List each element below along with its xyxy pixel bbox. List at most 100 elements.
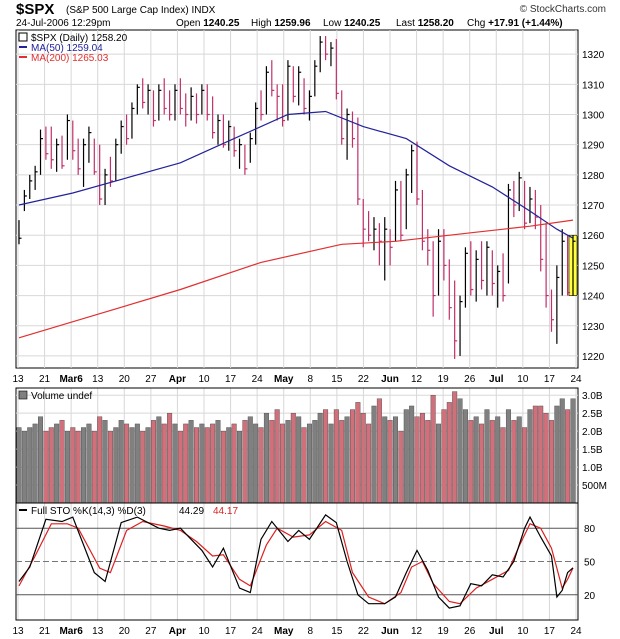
price-tick-label: 1280: [582, 171, 605, 182]
last-quote: Last 1258.20: [396, 18, 454, 29]
volume-bar: [462, 409, 468, 504]
volume-bar: [484, 409, 490, 504]
volume-bar: [70, 427, 76, 504]
volume-bar: [479, 423, 485, 504]
ohlc-bar: [389, 229, 393, 266]
ohlc-bar: [572, 235, 576, 296]
ohlc-bar: [276, 84, 280, 121]
volume-bar: [226, 427, 232, 504]
ohlc-bar: [507, 183, 511, 284]
ohlc-bar: [362, 199, 366, 248]
volume-tick-label: 3.0B: [582, 391, 603, 402]
volume-bar: [188, 420, 194, 504]
x-tick-label-bottom: Jul: [489, 626, 504, 637]
volume-bar: [43, 430, 49, 504]
ohlc-bar: [77, 138, 81, 175]
x-tick-label-bottom: 24: [252, 626, 264, 637]
ohlc-bar: [45, 126, 49, 160]
sto-legend-text: Full STO %K(14,3) %D(3): [31, 506, 146, 517]
x-tick-label: 12: [411, 374, 423, 385]
x-tick-label-bottom: 19: [438, 626, 450, 637]
volume-bar: [393, 416, 398, 504]
x-tick-label-bottom: Jun: [381, 626, 399, 637]
ohlc-bar: [50, 126, 54, 169]
ohlc-bar: [115, 138, 119, 181]
volume-bar: [301, 427, 307, 504]
x-tick-label: 13: [12, 374, 24, 385]
x-tick-label: May: [274, 374, 294, 385]
ohlc-bar: [550, 289, 554, 332]
low-value: 1240.25: [344, 18, 381, 29]
volume-bar: [532, 405, 538, 504]
volume-bar: [107, 430, 113, 504]
sto-tick-label: 20: [584, 591, 596, 602]
volume-bar: [538, 405, 544, 504]
volume-bar: [344, 416, 350, 504]
last-value: 1258.20: [417, 18, 454, 29]
ohlc-bar: [179, 78, 183, 115]
x-tick-label: Apr: [169, 374, 186, 385]
ohlc-bar: [330, 42, 334, 67]
ohlc-bar: [82, 138, 87, 187]
ohlc-bar: [529, 186, 533, 224]
sto-d-value: 44.17: [213, 506, 238, 517]
ohlc-bar: [314, 60, 318, 97]
x-tick-label-bottom: 13: [12, 626, 24, 637]
volume-bar: [16, 427, 22, 504]
volume-bar: [91, 430, 97, 504]
price-legend-text: $SPX (Daily) 1258.20: [31, 33, 128, 44]
ohlc-bar: [523, 180, 528, 230]
ohlc-bar: [255, 102, 259, 145]
x-tick-label-bottom: 10: [517, 626, 529, 637]
volume-bar: [199, 423, 205, 504]
ohlc-bar: [303, 78, 307, 115]
volume-bar: [328, 423, 334, 504]
ohlc-bar: [104, 168, 108, 206]
ohlc-bar: [400, 180, 404, 242]
volume-bar: [32, 423, 38, 504]
ohlc-bar: [384, 217, 388, 281]
sto-d-line: [18, 520, 574, 605]
ohlc-bar: [93, 138, 97, 175]
volume-bar: [570, 398, 576, 504]
volume-bar: [419, 412, 425, 504]
volume-bar: [312, 420, 318, 504]
open-label: Open: [176, 18, 201, 29]
x-tick-label: 8: [308, 374, 314, 385]
ohlc-bar: [470, 241, 474, 296]
ohlc-bar: [540, 205, 544, 272]
ohlc-bar: [491, 250, 495, 296]
ohlc-bar: [99, 144, 103, 206]
volume-bar: [161, 423, 167, 504]
volume-bar: [64, 430, 70, 504]
volume-bar: [441, 409, 447, 504]
ohlc-bar: [18, 220, 22, 245]
ohlc-bar: [298, 66, 302, 106]
volume-bar: [27, 427, 33, 504]
volume-bar: [54, 423, 60, 504]
volume-bar: [59, 420, 65, 504]
change-quote: Chg +17.91 (+1.44%): [467, 18, 563, 29]
volume-bar: [113, 427, 119, 504]
volume-bar: [409, 405, 415, 504]
volume-bar: [403, 409, 409, 504]
volume-bar: [371, 405, 377, 504]
price-tick-label: 1220: [582, 352, 605, 363]
ohlc-bar: [373, 217, 377, 251]
price-tick-label: 1310: [582, 80, 605, 91]
ohlc-bar: [427, 229, 431, 266]
volume-bar: [505, 409, 511, 504]
x-tick-label: 24: [252, 374, 264, 385]
volume-legend-swatch: [18, 390, 28, 400]
ohlc-bar: [190, 87, 194, 121]
x-tick-label: 17: [544, 374, 556, 385]
ohlc-bar: [238, 138, 243, 169]
ohlc-bar: [281, 84, 286, 127]
volume-bar: [210, 423, 216, 504]
ohlc-bar: [346, 108, 350, 160]
ohlc-bar: [233, 126, 237, 157]
volume-bar: [220, 430, 226, 504]
volume-bar: [274, 409, 280, 504]
ma50-line: [18, 110, 574, 239]
sto-tick-label: 80: [584, 524, 596, 535]
